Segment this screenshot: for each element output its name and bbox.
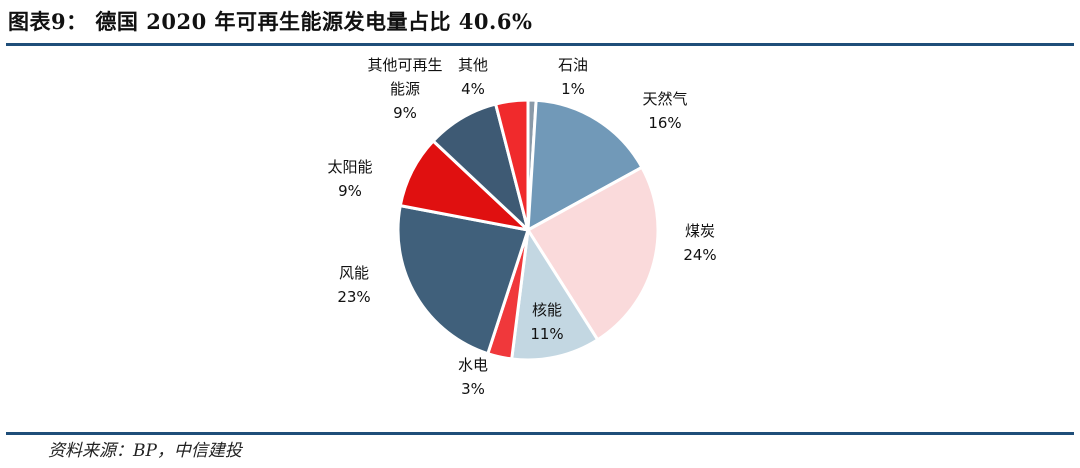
pie-slice-9 [494, 98, 530, 232]
slice-label-1: 石油 [558, 56, 588, 74]
pie-slice-4 [510, 228, 600, 362]
slice-label-8-line-2: 能源 [390, 80, 420, 98]
slice-label-3: 煤炭 [685, 222, 715, 240]
pie-slice-6 [396, 204, 530, 356]
slice-percent-4: 11% [530, 325, 563, 343]
figure-title: 图表9： 德国 2020 年可再生能源发电量占比 40.6% [8, 9, 533, 34]
slice-percent-8: 9% [393, 104, 417, 122]
slice-label-2: 天然气 [642, 90, 687, 108]
slice-percent-9: 4% [461, 80, 485, 98]
slice-label-4: 核能 [532, 301, 562, 319]
pie-labels: 石油 1% 天然气 16% 煤炭 24% 核能 11% 水电 3% 风能 23% 太阳能 9% 其他可再生能… [327, 56, 716, 398]
pie-slice-2 [526, 98, 644, 232]
pie-chart: 石油 1% 天然气 16% 煤炭 24% 核能 11% 水电 3% 风能 23% 太阳能 9% 其他可再生能… [327, 56, 716, 398]
slice-label-9: 其他 [458, 56, 488, 74]
slice-percent-3: 24% [683, 246, 716, 264]
slice-percent-6: 23% [337, 288, 370, 306]
slice-percent-2: 16% [648, 114, 681, 132]
slice-label-5: 水电 [458, 356, 488, 374]
slice-percent-1: 1% [561, 80, 585, 98]
pie-slices [396, 98, 660, 362]
pie-slice-3 [526, 165, 660, 342]
slice-label-6: 风能 [339, 264, 369, 282]
top-rule [6, 43, 1074, 46]
source-note: 资料来源：BP，中信建投 [48, 441, 242, 461]
slice-label-8-line-1: 其他可再生 [367, 56, 442, 74]
slice-percent-5: 3% [461, 380, 485, 398]
slice-percent-7: 9% [338, 182, 362, 200]
bottom-rule [6, 432, 1074, 435]
slice-label-7: 太阳能 [327, 158, 372, 176]
